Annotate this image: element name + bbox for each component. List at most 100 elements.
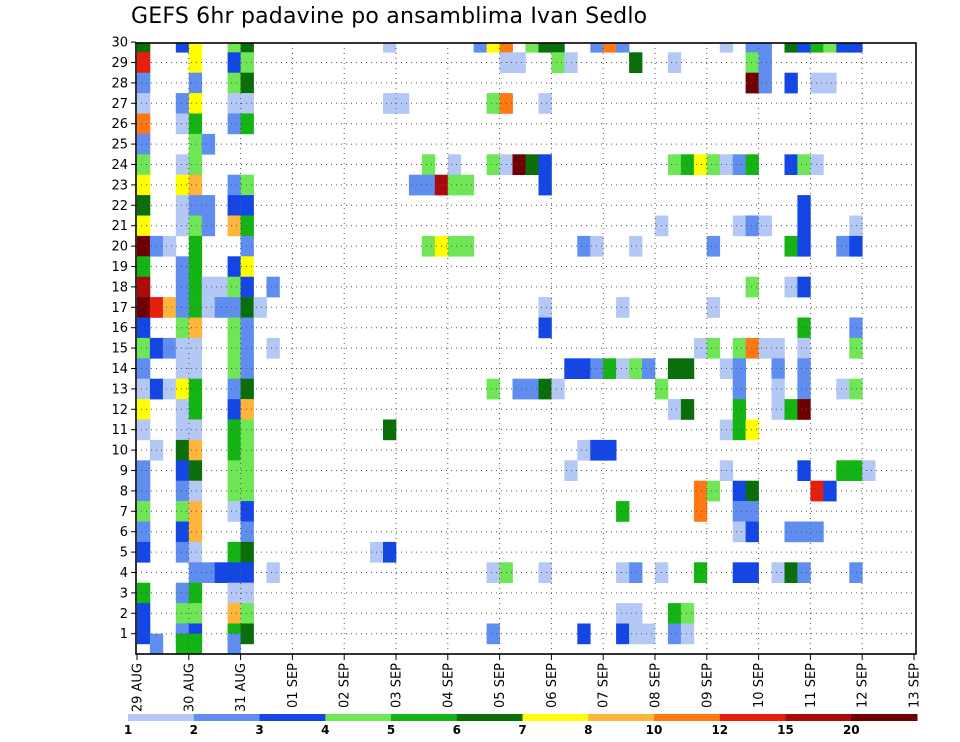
heatmap-cell (201, 562, 216, 583)
heatmap-cell (797, 521, 811, 543)
heatmap-cell (137, 623, 151, 645)
x-tick-label: 29 AUG (131, 663, 146, 712)
heatmap-cell (240, 337, 254, 359)
heatmap-cell (188, 460, 203, 481)
heatmap-cell (137, 337, 151, 359)
heatmap-cell (188, 439, 203, 461)
x-tick-label: 31 AUG (234, 663, 249, 712)
heatmap-cell (188, 399, 203, 420)
heatmap-cell (240, 541, 254, 563)
heatmap-cell (771, 337, 785, 359)
heatmap-cell (175, 297, 190, 318)
heatmap-cell (175, 541, 190, 563)
heatmap-cell (732, 562, 746, 583)
heatmap-cell (538, 317, 552, 339)
heatmap-cell (240, 582, 254, 604)
heatmap-cell (188, 541, 203, 563)
heatmap-cell (797, 235, 811, 257)
heatmap-cell (227, 460, 241, 481)
heatmap-cell (175, 317, 190, 339)
heatmap-cell (758, 72, 772, 94)
heatmap-cell (732, 399, 746, 420)
heatmap-cell (137, 297, 151, 318)
heatmap-cell (732, 521, 746, 543)
heatmap-cell (758, 52, 772, 73)
colorbar-label: 6 (453, 723, 461, 737)
colorbar-label: 3 (255, 723, 263, 737)
heatmap-cell (616, 43, 630, 53)
heatmap-cell (797, 154, 811, 175)
colorbar-label: 20 (843, 723, 860, 737)
heatmap-cell (797, 399, 811, 420)
heatmap-cell (175, 460, 190, 481)
heatmap-cell (680, 358, 695, 379)
heatmap-cell (525, 43, 539, 53)
heatmap-cell (538, 297, 552, 318)
x-tick-label: 01 SEP (286, 663, 301, 708)
heatmap-cell (486, 623, 500, 645)
heatmap-cell (771, 378, 785, 400)
colorbar-swatch (128, 714, 195, 721)
heatmap-cell (227, 633, 241, 655)
heatmap-cell (512, 154, 526, 175)
x-tick-label: 09 SEP (700, 663, 715, 708)
heatmap-cell (693, 562, 708, 583)
y-axis: 1234567891011121314151617181920212223242… (111, 36, 136, 642)
heatmap-cell (137, 276, 151, 298)
grid-lines (136, 43, 916, 654)
heatmap-cell (227, 399, 241, 420)
heatmap-cell (175, 43, 190, 53)
colorbar-swatch (851, 714, 918, 721)
heatmap-cell (745, 276, 759, 298)
heatmap-cell (551, 378, 565, 400)
heatmap-cell (771, 358, 785, 379)
heatmap-cell (616, 623, 630, 645)
heatmap-cell (447, 174, 462, 196)
heatmap-cell (797, 378, 811, 400)
y-tick-label: 11 (111, 423, 128, 438)
heatmap-cell (667, 399, 682, 420)
heatmap-cell (175, 480, 190, 502)
heatmap-cell (175, 419, 190, 441)
heatmap-cell (227, 195, 241, 216)
heatmap-cell (810, 480, 824, 502)
heatmap-cell (836, 43, 850, 53)
heatmap-cell (137, 133, 151, 155)
heatmap-cell (240, 113, 254, 135)
colorbar-label: 7 (518, 723, 526, 737)
heatmap-cell (538, 378, 552, 400)
heatmap-cell (227, 276, 241, 298)
heatmap-cell (227, 419, 241, 441)
heatmap-cell (732, 358, 746, 379)
heatmap-cell (745, 43, 759, 53)
x-tick-label: 30 AUG (182, 663, 197, 712)
heatmap-cell (383, 419, 397, 441)
heatmap-cell (629, 562, 643, 583)
heatmap-cell (849, 337, 863, 359)
heatmap-cell (240, 358, 254, 379)
heatmap-cell (706, 480, 721, 502)
heatmap-cell (137, 521, 151, 543)
heatmap-cell (137, 256, 151, 277)
heatmap-cell (175, 174, 190, 196)
heatmap-cell (227, 501, 241, 522)
heatmap-cell (227, 174, 241, 196)
heatmap-cell (693, 501, 708, 522)
heatmap-cell (564, 358, 578, 379)
heatmap-cell (577, 623, 591, 645)
colorbar-swatch (785, 714, 852, 721)
heatmap-cell (797, 276, 811, 298)
heatmap-cell (137, 501, 151, 522)
heatmap-cell (629, 235, 643, 257)
colorbar-swatch (391, 714, 458, 721)
colorbar-swatch (259, 714, 326, 721)
heatmap-cell (137, 317, 151, 339)
heatmap-cell (162, 337, 177, 359)
x-tick-label: 11 SEP (804, 663, 819, 708)
colorbar-label: 15 (777, 723, 794, 737)
heatmap-cell (512, 52, 526, 73)
heatmap-cell (137, 93, 151, 114)
colorbar-label: 10 (646, 723, 663, 737)
heatmap-cell (616, 562, 630, 583)
heatmap-cell (188, 297, 203, 318)
